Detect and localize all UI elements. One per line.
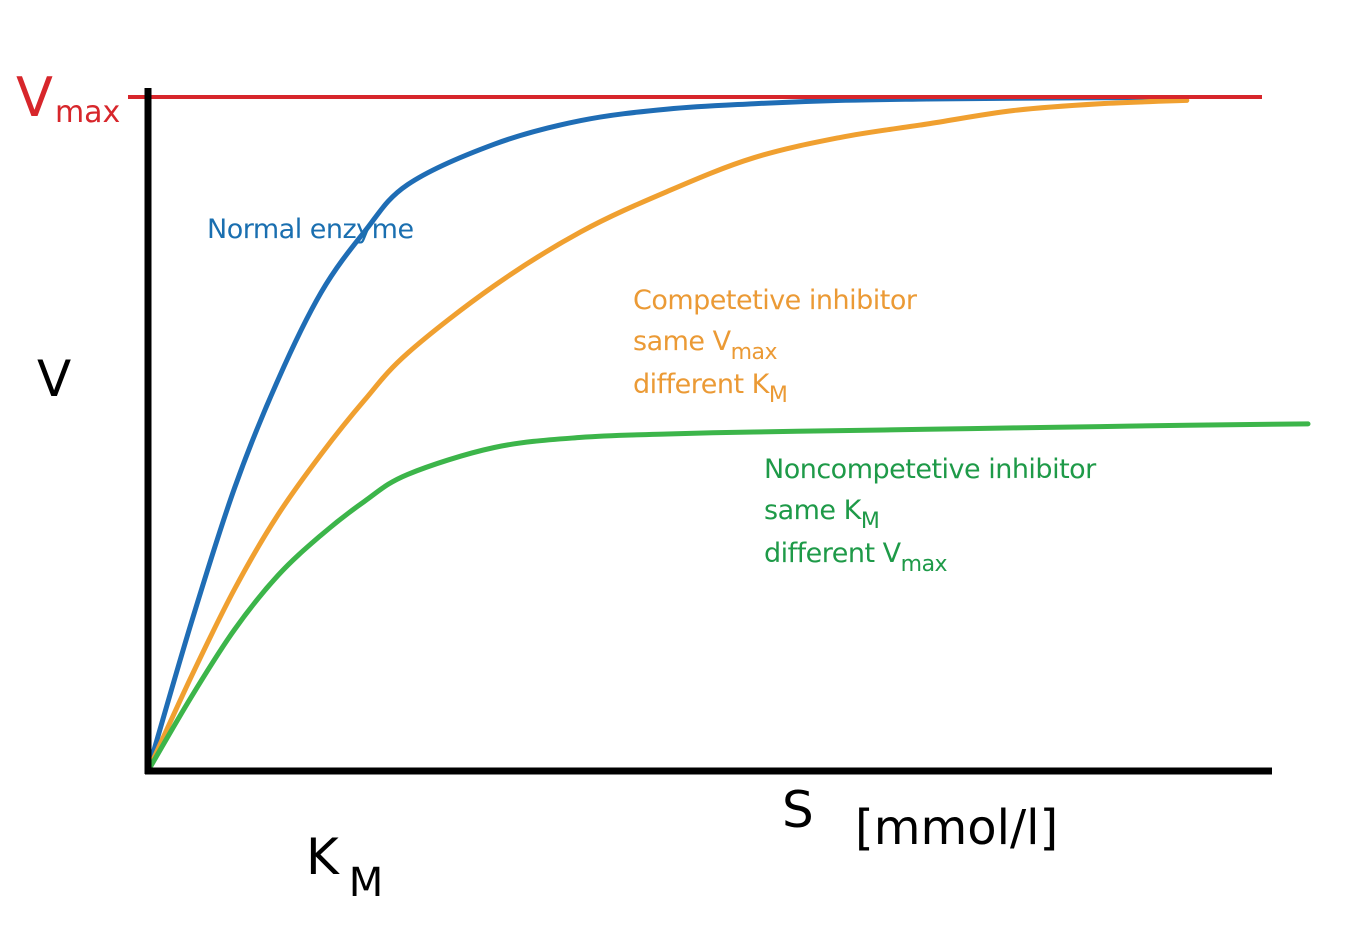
x-axis-label: S [782, 781, 814, 839]
noncompetitive-line2: same KM [764, 490, 1096, 534]
km-label-main: K [306, 828, 339, 886]
competitive-line1: Competetive inhibitor [633, 285, 917, 316]
competitive-line3-main: different K [633, 369, 769, 400]
noncompetitive-line3: different Vmax [764, 533, 1096, 577]
vmax-label-main: V [16, 66, 53, 129]
noncompetitive-inhibitor-curve [145, 421, 1311, 774]
noncompetitive-line3-main: different V [764, 538, 901, 569]
curves-layer [145, 95, 1311, 774]
km-label-sub: M [348, 860, 384, 906]
competitive-line3-sub: M [768, 383, 788, 408]
competitive-line2: same Vmax [633, 321, 916, 365]
vmax-label-sub: max [54, 95, 121, 130]
noncompetitive-line2-sub: M [860, 509, 880, 534]
competitive-inhibitor-label: Competetive inhibitor same Vmax differen… [633, 280, 917, 408]
competitive-line2-main: same V [633, 326, 731, 357]
x-axis-unit: [mmol/l] [855, 800, 1059, 856]
competitive-line3: different KM [633, 364, 916, 408]
competitive-line2-sub: max [730, 340, 778, 365]
noncompetitive-inhibitor-label: Noncompetetive inhibitor same KM differe… [764, 449, 1096, 577]
competitive-inhibitor-curve [145, 97, 1190, 774]
noncompetitive-line2-main: same K [764, 495, 861, 526]
noncompetitive-line3-sub: max [900, 552, 948, 577]
vmax-label: Vmax [16, 66, 121, 130]
y-axis-label: V [37, 350, 72, 408]
noncompetitive-line1: Noncompetetive inhibitor [764, 454, 1096, 485]
normal-enzyme-label: Normal enzyme [207, 214, 414, 245]
